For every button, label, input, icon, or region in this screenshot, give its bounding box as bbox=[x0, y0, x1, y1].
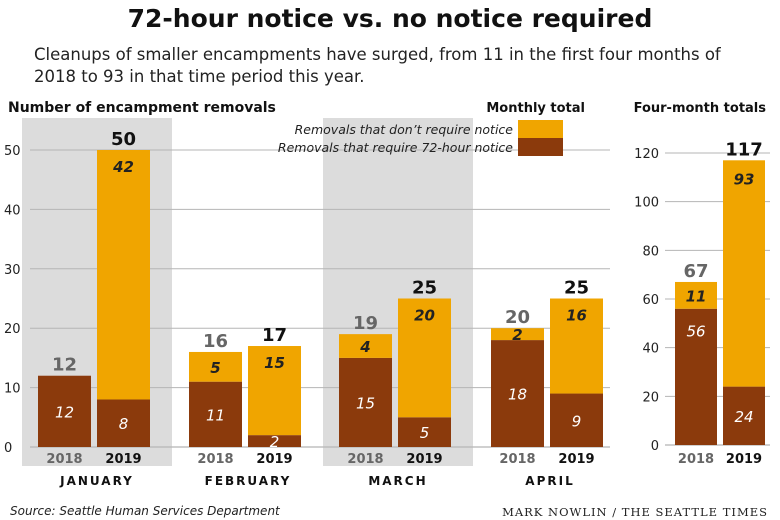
totals-chart-title: Four-month totals bbox=[634, 101, 767, 116]
data-label-72h: 12 bbox=[55, 403, 74, 421]
bar-72h-notice bbox=[189, 381, 242, 447]
year-label: 2018 bbox=[678, 452, 714, 467]
y-tick-label: 40 bbox=[642, 342, 659, 357]
legend-swatch-72h-notice bbox=[518, 138, 563, 156]
bar-72h-notice bbox=[723, 386, 765, 445]
y-tick-label: 0 bbox=[651, 439, 659, 454]
bar-72h-notice bbox=[97, 399, 150, 447]
bar-total-label: 25 bbox=[564, 278, 589, 299]
year-label: 2019 bbox=[105, 452, 141, 467]
data-label-no-notice: 5 bbox=[210, 359, 220, 377]
y-tick-label: 40 bbox=[4, 203, 21, 218]
bar-no-notice bbox=[550, 298, 603, 394]
legend-title: Monthly total bbox=[486, 101, 585, 116]
data-label-72h: 18 bbox=[508, 386, 527, 404]
bar-no-notice bbox=[189, 351, 242, 382]
year-label: 2018 bbox=[347, 452, 383, 467]
bar-no-notice bbox=[491, 328, 544, 341]
y-tick-label: 20 bbox=[4, 322, 21, 337]
year-label: 2018 bbox=[197, 452, 233, 467]
credit-line: MARK NOWLIN / THE SEATTLE TIMES bbox=[502, 505, 768, 519]
bar-total-label: 117 bbox=[725, 139, 763, 160]
bar-72h-notice bbox=[339, 357, 392, 447]
y-tick-label: 60 bbox=[642, 293, 659, 308]
data-label-72h: 9 bbox=[572, 412, 582, 430]
bar-no-notice bbox=[248, 346, 301, 436]
data-label-72h: 2 bbox=[270, 433, 280, 451]
data-label-no-notice: 15 bbox=[264, 354, 285, 372]
data-label-no-notice: 20 bbox=[414, 307, 435, 325]
bar-72h-notice bbox=[491, 340, 544, 447]
y-tick-label: 30 bbox=[4, 263, 21, 278]
bar-72h-notice bbox=[38, 375, 91, 447]
data-label-no-notice: 11 bbox=[686, 287, 707, 305]
legend-swatch-no-notice bbox=[518, 120, 563, 138]
data-label-72h: 15 bbox=[356, 394, 375, 412]
bar-total-label: 50 bbox=[111, 129, 136, 150]
year-label: 2019 bbox=[558, 452, 594, 467]
data-label-no-notice: 93 bbox=[734, 170, 755, 188]
data-label-no-notice: 2 bbox=[512, 326, 522, 344]
month-label-march: MARCH bbox=[368, 474, 427, 488]
bar-no-notice bbox=[723, 160, 765, 387]
year-label: 2019 bbox=[406, 452, 442, 467]
y-tick-label: 50 bbox=[4, 144, 21, 159]
legend-label-72h-notice: Removals that require 72-hour notice bbox=[278, 140, 513, 155]
y-tick-label: 20 bbox=[642, 390, 659, 405]
month-label-april: APRIL bbox=[525, 474, 574, 488]
bar-72h-notice bbox=[248, 435, 301, 447]
bar-no-notice bbox=[675, 281, 717, 309]
bar-no-notice bbox=[339, 334, 392, 358]
y-tick-label: 10 bbox=[4, 382, 21, 397]
bar-total-label: 67 bbox=[683, 261, 708, 282]
bar-total-label: 12 bbox=[52, 355, 77, 376]
data-label-72h: 11 bbox=[206, 406, 225, 424]
data-label-no-notice: 16 bbox=[566, 307, 587, 325]
bar-no-notice bbox=[398, 298, 451, 418]
bars-layer bbox=[38, 120, 765, 447]
chart-title: 72-hour notice vs. no notice required bbox=[127, 4, 653, 33]
data-label-no-notice: 42 bbox=[112, 158, 134, 176]
bar-total-label: 19 bbox=[353, 313, 378, 334]
data-label-72h: 24 bbox=[734, 408, 753, 426]
bar-72h-notice bbox=[675, 308, 717, 445]
monthly-chart-title: Number of encampment removals bbox=[8, 100, 276, 116]
bar-total-label: 25 bbox=[412, 278, 437, 299]
source-note: Source: Seattle Human Services Departmen… bbox=[10, 504, 280, 518]
bar-total-label: 20 bbox=[505, 307, 530, 328]
month-label-january: JANUARY bbox=[59, 474, 134, 488]
bar-total-label: 17 bbox=[262, 325, 287, 346]
chart-subtitle: Cleanups of smaller encampments have sur… bbox=[34, 45, 721, 86]
data-label-72h: 56 bbox=[686, 323, 705, 341]
y-tick-label: 0 bbox=[4, 441, 12, 456]
bar-72h-notice bbox=[398, 417, 451, 447]
data-label-72h: 5 bbox=[420, 424, 430, 442]
y-tick-label: 100 bbox=[634, 196, 659, 211]
data-label-no-notice: 4 bbox=[359, 338, 370, 356]
legend-label-no-notice: Removals that don’t require notice bbox=[295, 122, 514, 137]
year-label: 2019 bbox=[256, 452, 292, 467]
year-label: 2018 bbox=[499, 452, 535, 467]
year-label: 2018 bbox=[46, 452, 82, 467]
bar-total-label: 16 bbox=[203, 331, 228, 352]
month-label-february: FEBRUARY bbox=[205, 474, 292, 488]
bar-72h-notice bbox=[550, 393, 603, 447]
year-label: 2019 bbox=[726, 452, 762, 467]
y-tick-label: 120 bbox=[634, 147, 659, 162]
data-label-72h: 8 bbox=[119, 415, 129, 433]
y-tick-label: 80 bbox=[642, 244, 659, 259]
bar-no-notice bbox=[97, 150, 150, 400]
